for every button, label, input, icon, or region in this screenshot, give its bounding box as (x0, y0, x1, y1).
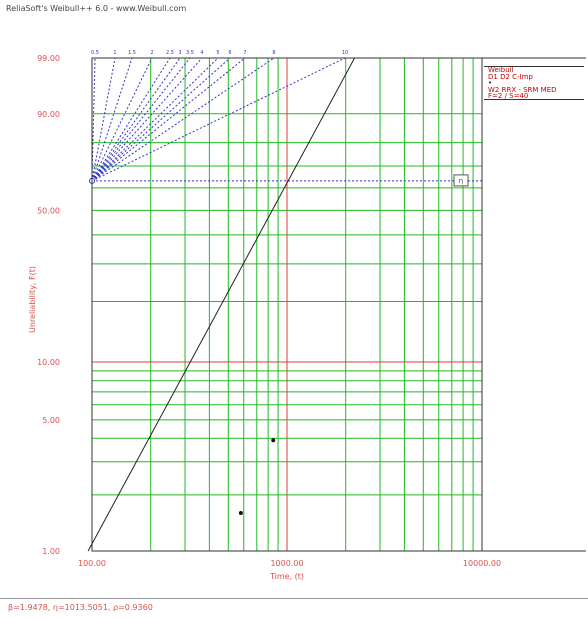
plot-frame (91, 57, 586, 552)
weibull-probability-plot: 0.5 1 1.5 2 2.5 3 3.5 4 5 6 7 8 10 η 99.00 90.00 50.00 1… (28, 50, 586, 581)
slope-guide-label: 7 (243, 50, 246, 56)
plot-border (91, 57, 483, 552)
slope-guide-line (91, 57, 191, 182)
slope-guide-line (91, 57, 219, 182)
slope-guide-label: 2 (150, 50, 153, 56)
slope-guide-line (91, 57, 203, 182)
x-tick-label: 10000.00 (463, 559, 501, 568)
slope-guide-label: 5 (216, 50, 219, 56)
slope-guide-label: 8 (272, 50, 275, 56)
y-tick-label: 50.00 (37, 206, 60, 215)
legend-line2: W2 RRX - SRM MED (488, 86, 557, 94)
slope-guide-line (91, 57, 181, 182)
eta-marker-label: η (459, 177, 463, 185)
legend-line1: D1 D2 C-Imp (488, 73, 533, 81)
x-axis-title: Time, (t) (269, 572, 304, 581)
slope-guide-line (91, 57, 346, 182)
data-point (238, 510, 243, 515)
y-tick-label: 10.00 (37, 358, 60, 367)
slope-guide-label: 6 (228, 50, 231, 56)
y-tick-label: 90.00 (37, 110, 60, 119)
eta-marker-box (453, 174, 469, 187)
slope-guide-label: 3 (178, 50, 181, 56)
slope-guide-label: 1 (113, 50, 116, 56)
axis-labels: 99.00 90.00 50.00 10.00 5.00 1.00 100.00 1000.0… (28, 54, 501, 581)
status-divider (0, 598, 588, 599)
y-tick-label: 99.00 (37, 54, 60, 63)
window-header: ReliaSoft's Weibull++ 6.0 - www.Weibull.… (6, 4, 187, 13)
x-tick-label: 100.00 (78, 559, 106, 568)
fit-line (87, 57, 355, 552)
legend-marker: • (488, 79, 493, 87)
x-tick-label: 1000.00 (270, 559, 303, 568)
slope-guide-line (91, 57, 153, 182)
slope-guide-line (91, 57, 171, 182)
y-axis-title: Unreliability, F(t) (28, 266, 37, 333)
parameter-readout: β=1.9478, η=1013.5051, ρ=0.9360 (8, 603, 153, 612)
slope-guide-label: 0.5 (91, 50, 99, 56)
legend-frame (484, 66, 584, 100)
grid-lines (91, 57, 483, 552)
slope-guide-label: 1.5 (128, 50, 136, 56)
legend: Weibull D1 D2 C-Imp • W2 RRX - SRM MED F… (484, 66, 586, 100)
y-tick-label: 1.00 (42, 547, 60, 556)
slope-guide-label: 2.5 (166, 50, 174, 56)
slope-guide-line (91, 57, 275, 182)
slope-guide-line (91, 57, 133, 182)
slope-guide-line (91, 57, 116, 181)
slope-guide-line (91, 57, 246, 182)
slope-guide-lines: 0.5 1 1.5 2 2.5 3 3.5 4 5 6 7 8 10 η (89, 50, 482, 187)
slope-guide-label: 4 (200, 50, 203, 56)
slope-guide-label: 3.5 (186, 50, 194, 56)
y-tick-label: 5.00 (42, 416, 60, 425)
data-points (238, 438, 276, 515)
status-bar: β=1.9478, η=1013.5051, ρ=0.9360 (0, 598, 588, 618)
data-point (271, 438, 276, 443)
legend-title: Weibull (488, 66, 514, 74)
slope-guide-line (91, 57, 231, 182)
legend-line3: F=2 / S=40 (488, 92, 529, 100)
slope-guide-label: 10 (342, 50, 348, 56)
fit-line-group (87, 57, 355, 552)
